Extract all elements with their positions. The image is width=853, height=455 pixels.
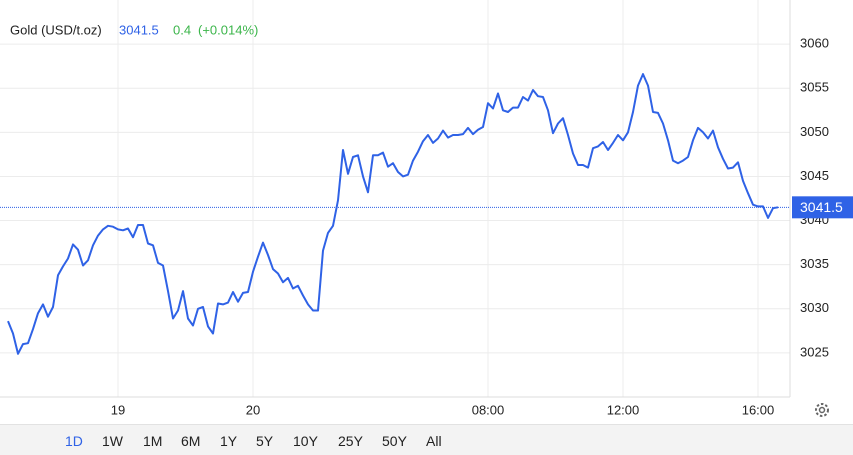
last-price: 3041.5 [119,22,159,37]
y-tick-label: 3050 [800,124,829,139]
chart: Gold (USD/t.oz) 3041.5 0.4 (+0.014%) 302… [0,0,853,417]
x-tick-label: 20 [246,402,260,417]
x-tick-label: 12:00 [607,402,640,417]
price-change-pct: (+0.014%) [198,22,258,37]
settings-icon[interactable] [815,403,829,417]
instrument-name: Gold (USD/t.oz) [10,22,102,37]
range-button[interactable]: 1M [143,433,163,449]
x-tick-label: 08:00 [472,402,505,417]
x-tick-label: 16:00 [742,402,775,417]
y-tick-label: 3045 [800,168,829,183]
last-price-label: 3041.5 [800,199,843,215]
range-button[interactable]: 1D [65,433,83,449]
range-button[interactable]: 1W [102,433,123,449]
range-button[interactable]: All [426,433,442,449]
y-tick-label: 3025 [800,344,829,359]
range-button[interactable]: 25Y [338,433,363,449]
x-tick-label: 19 [111,402,125,417]
y-tick-label: 3035 [800,256,829,271]
range-button[interactable]: 50Y [382,433,407,449]
price-line [7,73,779,355]
y-tick-label: 3055 [800,80,829,95]
range-button[interactable]: 10Y [293,433,318,449]
last-price-box [792,196,853,219]
y-tick-label: 3060 [800,36,829,51]
range-button[interactable]: 5Y [256,433,274,449]
range-button[interactable]: 1Y [220,433,238,449]
y-tick-label: 3030 [800,300,829,315]
range-bar: 1D 1W 1M 6M 1Y 5Y 10Y 25Y 50Y All [0,424,853,455]
range-button[interactable]: 6M [181,433,201,449]
price-change: 0.4 [173,22,191,37]
